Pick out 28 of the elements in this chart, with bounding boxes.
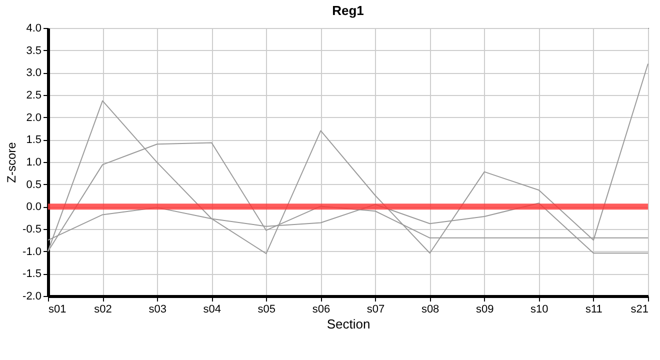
y-tick-label: -1.5 bbox=[22, 268, 42, 280]
x-axis-title: Section bbox=[326, 316, 370, 332]
y-tick-label: 1.5 bbox=[26, 134, 42, 146]
x-tick-label: s07 bbox=[366, 304, 385, 316]
x-tick-label: s02 bbox=[94, 304, 112, 316]
x-tick-label: s21 bbox=[630, 304, 648, 316]
x-tick-label: s04 bbox=[203, 304, 222, 316]
x-tick-label: s11 bbox=[585, 304, 602, 316]
x-tick-label: s06 bbox=[312, 304, 330, 316]
y-tick-label: 0.0 bbox=[26, 201, 42, 214]
y-tick-label: 4.0 bbox=[26, 22, 42, 34]
x-tick-label: s05 bbox=[258, 304, 276, 316]
x-tick-label: s10 bbox=[530, 304, 548, 316]
x-tick-label: s08 bbox=[421, 304, 440, 316]
x-tick-label: s09 bbox=[476, 304, 494, 316]
chart-title: Reg1 bbox=[332, 3, 364, 18]
y-tick-label: 2.5 bbox=[26, 90, 42, 102]
y-tick-label: 2.0 bbox=[26, 112, 42, 124]
y-tick-label: 1.0 bbox=[26, 156, 42, 168]
y-tick-label: -2.0 bbox=[22, 290, 42, 302]
y-tick-label: -1.0 bbox=[22, 246, 42, 258]
y-tick-label: 3.5 bbox=[26, 44, 42, 57]
y-tick-label: 0.5 bbox=[26, 178, 42, 191]
x-tick-label: s03 bbox=[148, 304, 166, 316]
y-tick-label: 3.0 bbox=[26, 67, 42, 80]
x-tick-label: s01 bbox=[48, 304, 66, 316]
y-tick-label: -0.5 bbox=[22, 224, 42, 236]
y-axis-title: Z-score bbox=[4, 142, 19, 183]
